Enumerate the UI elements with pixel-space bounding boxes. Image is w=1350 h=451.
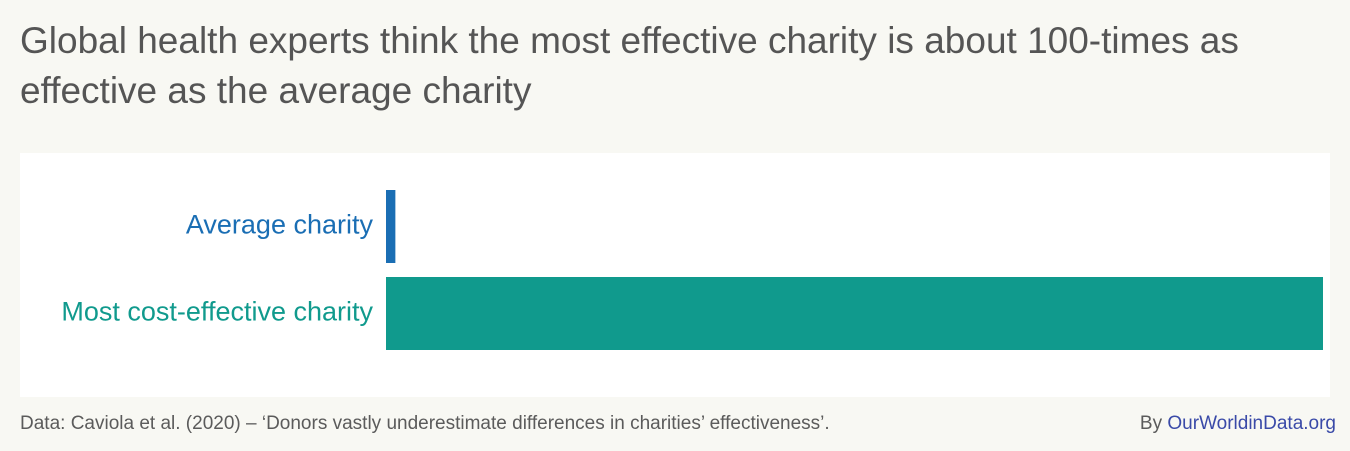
bar bbox=[386, 277, 1323, 350]
credit-link[interactable]: OurWorldinData.org bbox=[1167, 413, 1336, 434]
plot-panel bbox=[20, 153, 1330, 397]
credit: By OurWorldinData.org bbox=[1140, 413, 1336, 435]
category-label: Most cost-effective charity bbox=[61, 297, 373, 327]
source-note: Data: Caviola et al. (2020) – ‘Donors va… bbox=[20, 413, 830, 434]
bar bbox=[386, 190, 396, 263]
credit-prefix: By bbox=[1139, 413, 1163, 434]
category-label: Average charity bbox=[186, 210, 374, 240]
chart-title: Global health experts think the most eff… bbox=[20, 20, 1239, 111]
